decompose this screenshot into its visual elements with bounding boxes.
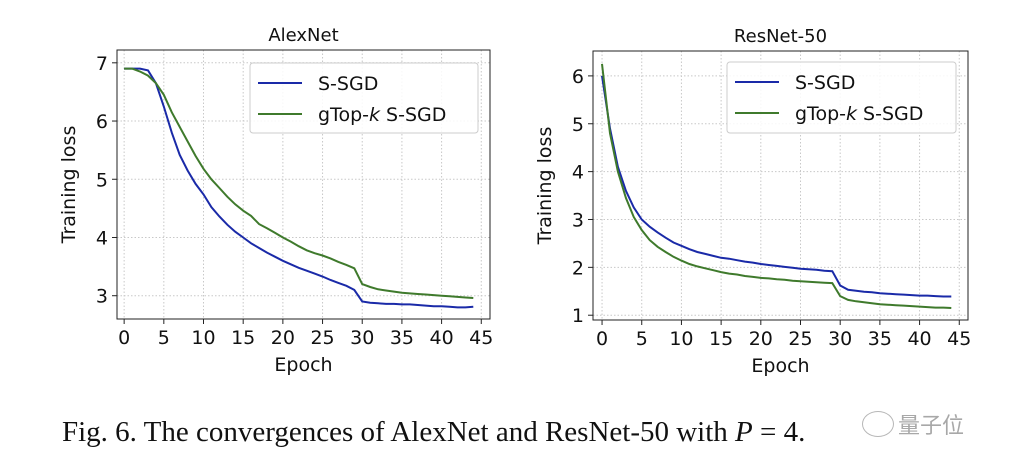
watermark-text: 量子位 [898, 414, 965, 439]
x-tick-label: 35 [868, 328, 892, 350]
y-tick-label: 5 [96, 169, 108, 191]
legend: S-SGD gTop-k S-SGD [249, 62, 479, 134]
series-line-s-sgd [601, 75, 952, 298]
x-tick-label: 5 [636, 328, 648, 350]
x-tick-label: 35 [390, 327, 414, 349]
chart-resnet-50: 0 5 10 15 20 25 30 35 40 45123456ResNet-50EpochTr… [534, 26, 971, 377]
y-tick-label: 7 [96, 53, 108, 75]
series-line-gtopk-s-sgd [601, 63, 952, 309]
x-tick-label: 25 [788, 328, 812, 350]
x-tick-label: 40 [907, 328, 931, 350]
legend: S-SGD gTop-k S-SGD [726, 61, 957, 134]
x-tick-label: 45 [947, 328, 971, 350]
x-tick-label: 20 [271, 327, 295, 349]
legend-label: gTop-k S-SGD [318, 104, 446, 126]
x-tick-label: 25 [310, 327, 334, 349]
x-tick-label: 10 [191, 327, 215, 349]
figure-caption: Fig. 6. The convergences of AlexNet and … [62, 416, 805, 449]
y-tick-label: 4 [96, 227, 108, 249]
x-tick-label: 15 [231, 327, 255, 349]
x-tick-label: 0 [596, 328, 608, 350]
y-tick-label: 2 [572, 257, 584, 279]
x-axis-label: Epoch [751, 355, 809, 377]
x-tick-label: 10 [669, 328, 693, 350]
x-tick-label: 40 [429, 327, 453, 349]
legend-label: S-SGD [318, 73, 378, 95]
x-tick-label: 30 [350, 327, 374, 349]
x-tick-label: 30 [828, 328, 852, 350]
plot-frame [116, 49, 491, 320]
legend-box [726, 61, 957, 134]
y-axis-label: Training loss [58, 126, 80, 245]
chart-title: ResNet-50 [734, 26, 827, 47]
y-tick-label: 6 [572, 66, 584, 88]
caption-suffix: = 4. [752, 416, 806, 448]
legend-label: gTop-k S-SGD [795, 103, 923, 125]
y-tick-label: 3 [96, 286, 108, 308]
legend-box [249, 62, 479, 134]
x-tick-label: 20 [749, 328, 773, 350]
plot-frame [592, 50, 969, 321]
y-tick-label: 4 [572, 162, 584, 184]
y-axis-label: Training loss [534, 127, 556, 246]
chart-title: AlexNet [268, 25, 338, 46]
x-tick-label: 45 [469, 327, 493, 349]
x-axis-label: Epoch [274, 354, 332, 376]
caption-prefix: Fig. 6. The convergences of AlexNet and … [62, 416, 736, 448]
y-tick-label: 3 [572, 209, 584, 231]
legend-label: S-SGD [795, 72, 855, 94]
y-tick-label: 1 [572, 305, 584, 327]
y-tick-label: 6 [96, 111, 108, 133]
watermark: 量子位 [862, 408, 964, 440]
series-line-gtopk-s-sgd [124, 67, 474, 299]
chart-alexnet: 0 5 10 15 20 25 30 35 40 4534567AlexNetEpochTrain… [58, 25, 493, 376]
y-tick-label: 5 [572, 114, 584, 136]
x-tick-label: 0 [118, 327, 130, 349]
x-tick-label: 5 [158, 327, 170, 349]
caption-variable: P [735, 416, 753, 448]
x-tick-label: 15 [709, 328, 733, 350]
wechat-icon [862, 411, 894, 437]
series-line-s-sgd [124, 67, 474, 309]
